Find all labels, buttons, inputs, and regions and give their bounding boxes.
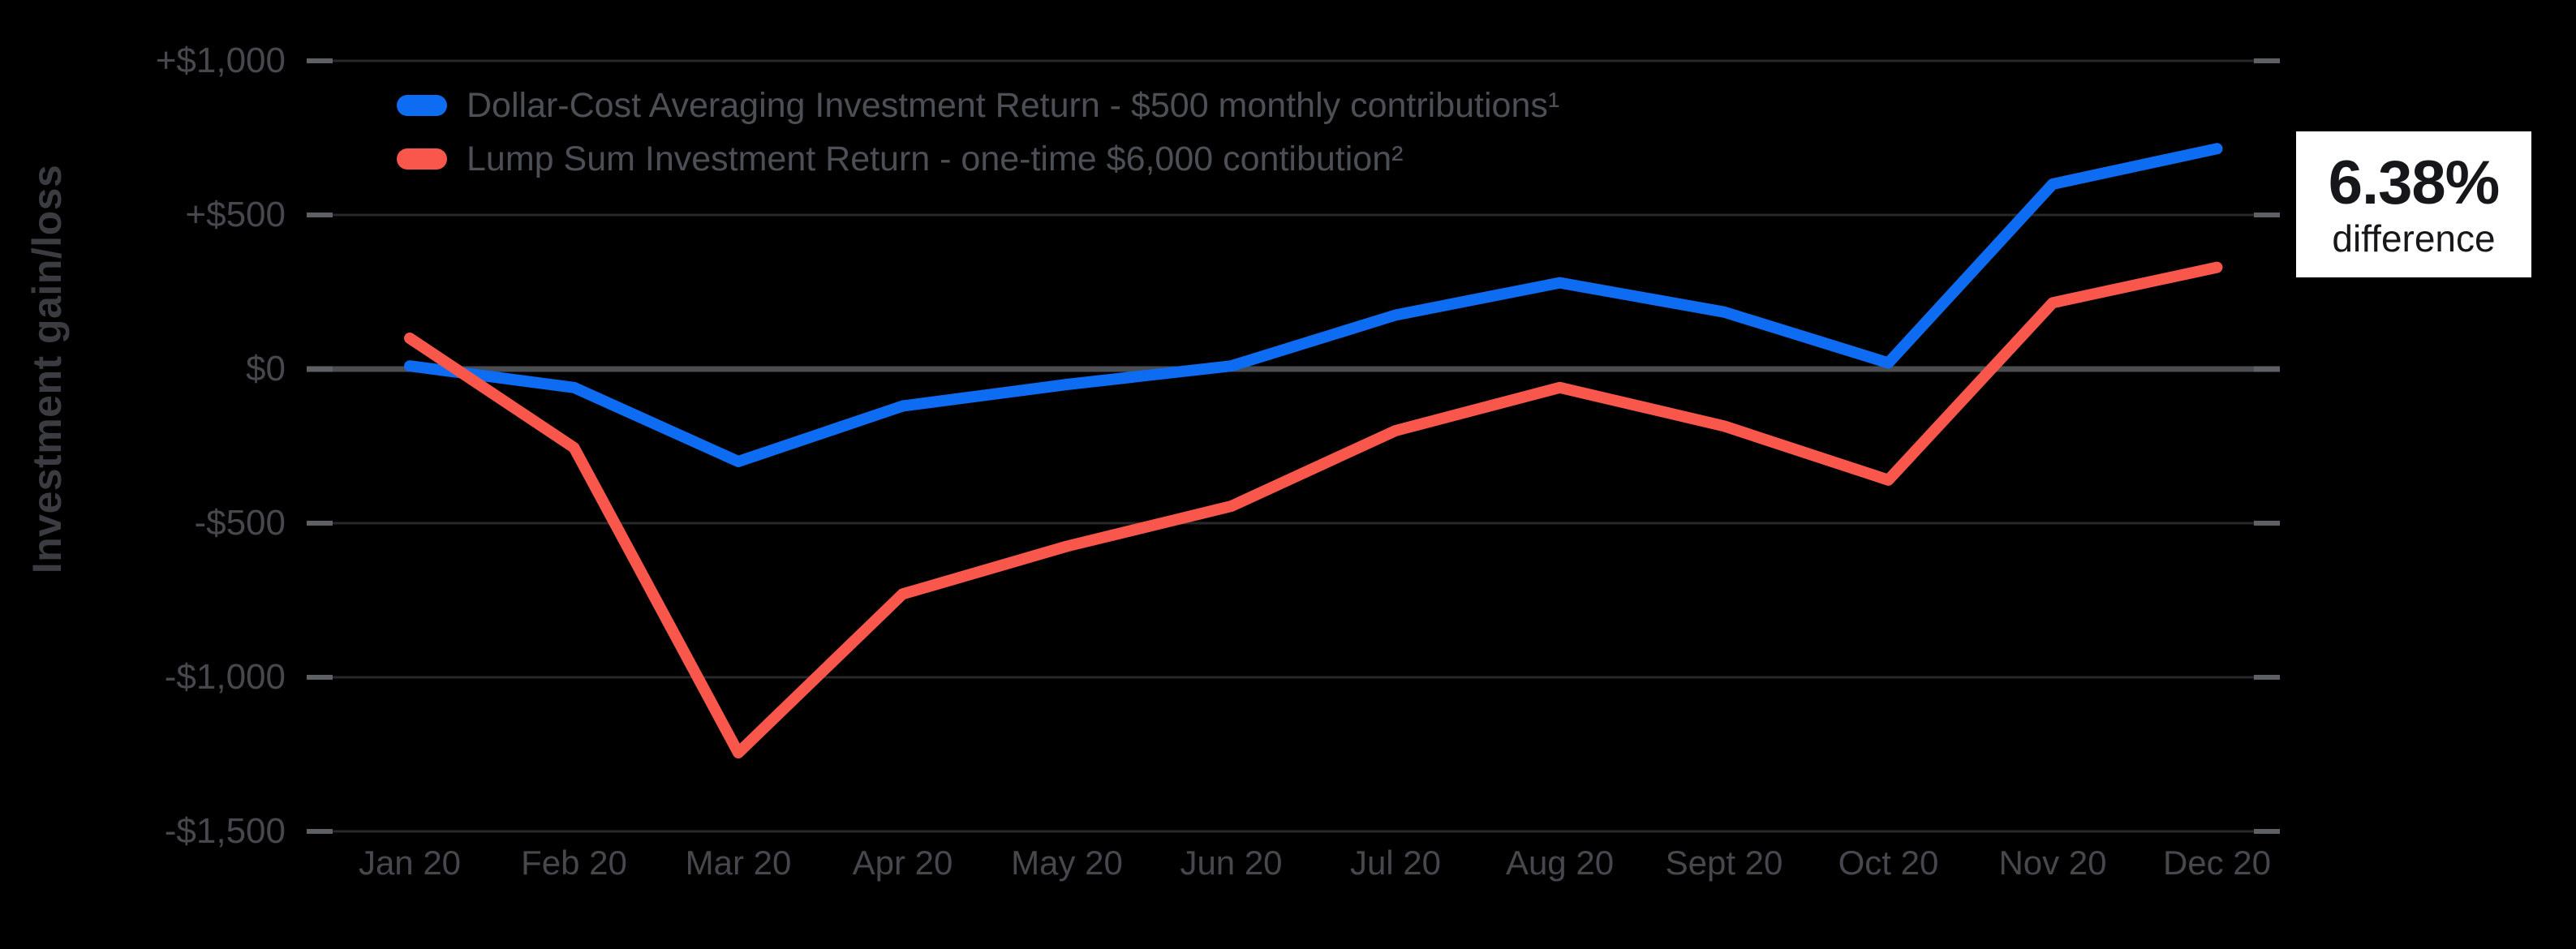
x-tick-label: Jun 20 xyxy=(1180,844,1283,882)
dca-legend-label: Dollar-Cost Averaging Investment Return … xyxy=(467,85,1560,125)
legend: Dollar-Cost Averaging Investment Return … xyxy=(397,86,1559,193)
legend-item-dca: Dollar-Cost Averaging Investment Return … xyxy=(397,86,1559,125)
y-tick-label: $0 xyxy=(246,349,286,389)
x-tick-label: Oct 20 xyxy=(1838,844,1939,882)
x-tick-label: Jul 20 xyxy=(1349,844,1442,882)
x-tick-label: May 20 xyxy=(1011,844,1123,882)
lump-sum-legend-label: Lump Sum Investment Return - one-time $6… xyxy=(467,139,1404,178)
lump-sum-return-line xyxy=(404,261,2223,759)
y-tick-label: +$1,000 xyxy=(155,41,286,80)
legend-item-lump-sum: Lump Sum Investment Return - one-time $6… xyxy=(397,140,1559,178)
x-tick-label: Aug 20 xyxy=(1505,844,1615,882)
difference-value: 6.38% xyxy=(2328,148,2500,217)
y-tick-label: -$1,000 xyxy=(164,657,286,697)
dca-return-line xyxy=(404,143,2223,467)
x-tick-label: Feb 20 xyxy=(521,844,627,882)
lump-sum-legend-swatch-icon xyxy=(397,148,447,170)
difference-card: 6.38% difference xyxy=(2296,131,2531,277)
difference-caption: difference xyxy=(2332,217,2496,260)
x-tick-label: Sept 20 xyxy=(1665,844,1783,882)
y-tick-label: -$500 xyxy=(194,503,286,543)
x-tick-label: Nov 20 xyxy=(1998,844,2107,882)
y-tick-label: -$1,500 xyxy=(164,811,286,851)
x-tick-label: Mar 20 xyxy=(685,844,792,882)
x-tick-label: Dec 20 xyxy=(2162,844,2272,882)
x-tick-label: Jan 20 xyxy=(358,844,462,882)
dca-legend-swatch-icon xyxy=(397,95,447,116)
y-tick-label: +$500 xyxy=(185,195,286,234)
x-tick-label: Apr 20 xyxy=(852,844,953,882)
